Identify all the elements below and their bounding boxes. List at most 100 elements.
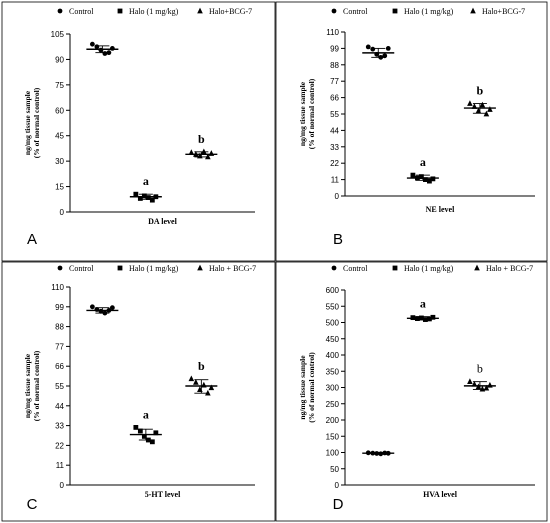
data-point [149, 197, 155, 203]
data-point [205, 389, 211, 396]
panel-letter: B [333, 231, 343, 248]
data-point [370, 46, 376, 52]
legend-marker-square [117, 8, 123, 14]
y-tick-label: 66 [330, 94, 339, 103]
data-point [137, 196, 143, 201]
legend-entry: Halo + BCG-7 [486, 264, 533, 273]
data-point [205, 153, 211, 160]
y-tick-label: 33 [55, 422, 64, 431]
legend-marker-triangle [197, 264, 203, 271]
y-tick-label: 90 [55, 55, 64, 64]
panel-d: Control Halo (1 mg/kg) Halo + BCG-7 0 50 100 1… [275, 261, 548, 522]
data-point [201, 148, 207, 155]
legend-entry: Halo+BCG-7 [482, 7, 525, 16]
y-tick-label: 77 [55, 342, 64, 351]
significance-label: a [143, 407, 149, 421]
y-axis-label-line-2: (% of normal control) [307, 352, 316, 423]
y-tick-label: 550 [326, 302, 340, 311]
y-tick-label: 33 [330, 143, 339, 152]
legend-entry: Control [69, 264, 94, 273]
data-point [109, 46, 115, 51]
legend-entry: Halo + BCG-7 [209, 264, 256, 273]
data-point [430, 314, 436, 320]
y-tick-label: 99 [55, 303, 64, 312]
panel-a: Control Halo (1 mg/kg) Halo+BCG-7 0 15 30 45 60… [1, 1, 276, 262]
panel-letter: D [333, 496, 344, 513]
legend-marker-triangle [470, 7, 476, 14]
data-point [487, 381, 493, 388]
significance-label: a [420, 297, 426, 311]
y-tick-label: 88 [330, 61, 339, 70]
legend-marker-circle [57, 265, 63, 271]
group-triangle: b [463, 84, 496, 117]
y-axis-label-line-1: ng/mg tissue sample [23, 353, 32, 418]
y-tick-label: 30 [55, 157, 64, 166]
data-point [430, 176, 436, 182]
data-point [102, 51, 108, 56]
group-circle [362, 44, 395, 60]
y-tick-label: 22 [330, 159, 339, 168]
data-point [467, 100, 473, 106]
y-tick-label: 22 [55, 441, 64, 450]
data-point [479, 385, 486, 392]
panel-border [275, 261, 548, 522]
y-tick-label: 110 [326, 28, 339, 37]
x-axis-label: NE level [426, 205, 455, 214]
data-point [149, 439, 155, 445]
y-axis-label-line-1: ng/mg tissue sample [23, 90, 32, 155]
data-point [188, 149, 195, 156]
legend-marker-circle [331, 265, 337, 271]
legend-entry: Halo (1 mg/kg) [404, 264, 454, 273]
data-point [193, 379, 199, 385]
legend-entry: Halo+BCG-7 [209, 7, 252, 16]
legend-marker-square [392, 8, 398, 14]
legend-entry: Control [343, 7, 368, 16]
data-point [89, 304, 95, 310]
panel-border [1, 1, 276, 262]
y-tick-label: 60 [55, 106, 64, 115]
data-point [141, 434, 147, 439]
panel-letter: A [27, 231, 37, 248]
data-point [133, 191, 139, 197]
legend-entry: Control [343, 264, 368, 273]
legend-marker-circle [331, 8, 337, 14]
significance-label: b [198, 132, 205, 146]
y-tick-label: 450 [326, 335, 340, 344]
y-tick-label: 100 [326, 449, 340, 458]
y-tick-label: 300 [326, 384, 340, 393]
data-point [89, 41, 95, 47]
y-tick-label: 11 [331, 176, 340, 185]
panel-border [275, 1, 548, 262]
legend-marker-triangle [474, 264, 480, 271]
y-tick-label: 15 [55, 183, 64, 192]
group-square: a [406, 297, 439, 322]
y-axis-label-line-2: (% of normal control) [32, 87, 41, 158]
panel-letter: C [27, 496, 38, 513]
y-tick-label: 44 [330, 126, 339, 135]
data-point [419, 174, 424, 180]
y-axis-label-line-1: ng/mg tissue sample [298, 81, 307, 146]
significance-label: b [477, 84, 484, 98]
data-point [145, 195, 151, 200]
significance-label: b [477, 362, 483, 376]
y-tick-label: 600 [326, 286, 340, 295]
group-triangle: b [185, 359, 218, 396]
legend-marker-triangle [197, 7, 203, 14]
y-tick-label: 99 [330, 44, 339, 53]
significance-label: a [420, 155, 426, 169]
y-tick-label: 66 [55, 362, 64, 371]
data-point [153, 430, 159, 436]
data-point [467, 378, 473, 385]
panel-b: Control Halo (1 mg/kg) Halo+BCG-7 0 11 22 33 44… [275, 1, 548, 262]
legend-marker-square [117, 265, 123, 271]
legend-entry: Control [69, 7, 94, 16]
data-point [109, 305, 115, 311]
y-tick-label: 11 [56, 461, 65, 470]
group-circle [86, 304, 119, 316]
data-point [94, 44, 100, 50]
panel-border [1, 261, 276, 522]
data-point [479, 101, 486, 108]
y-tick-label: 55 [55, 382, 64, 391]
legend-marker-circle [57, 8, 63, 14]
